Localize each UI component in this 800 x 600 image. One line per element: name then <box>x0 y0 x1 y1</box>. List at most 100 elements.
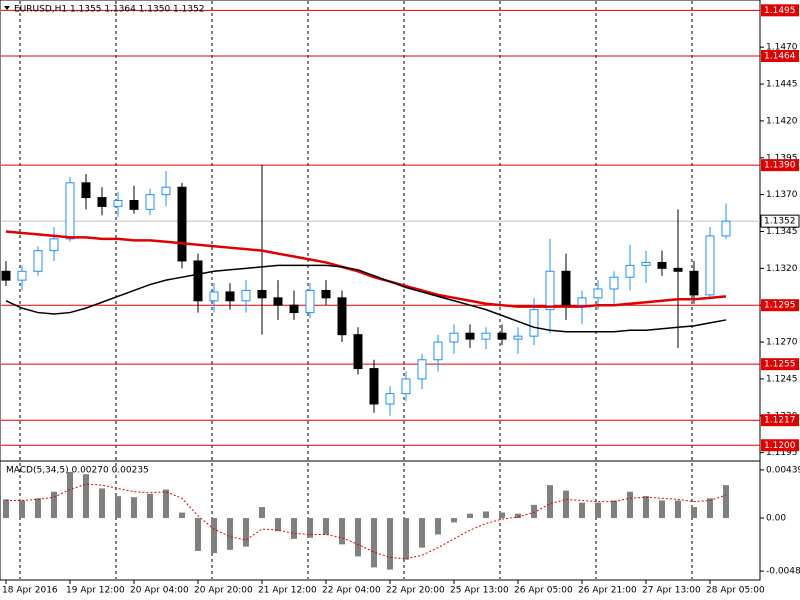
macd-bar <box>163 489 169 519</box>
candle-body <box>129 200 139 210</box>
y-tick-label: 1.1420 <box>766 116 798 126</box>
candle-body <box>97 197 107 207</box>
y-tick-label: 1.1245 <box>766 374 798 384</box>
candle-body <box>609 276 619 290</box>
macd-bar <box>371 518 377 568</box>
candle-body <box>497 332 507 340</box>
x-tick-label: 20 Apr 20:00 <box>194 586 253 596</box>
macd-bar <box>595 502 601 519</box>
current-price-box <box>760 214 800 228</box>
title-arrow <box>4 6 10 10</box>
candle-body <box>113 200 123 207</box>
candle-body <box>529 309 539 337</box>
y-tick-label: 1.1470 <box>766 43 798 53</box>
y-tick-label: 1.1195 <box>766 448 798 458</box>
macd-bar <box>3 499 9 519</box>
x-tick-label: 18 Apr 2016 <box>2 586 58 596</box>
macd-bar <box>483 511 489 519</box>
candle-body <box>545 270 555 311</box>
macd-bar <box>147 493 153 519</box>
macd-bar <box>691 507 697 519</box>
macd-bar <box>259 507 265 519</box>
level-label: 1.1255 <box>764 360 796 370</box>
level-label: 1.1464 <box>764 52 796 62</box>
candle-body <box>241 289 251 302</box>
candle-body <box>225 291 235 302</box>
level-label: 1.1295 <box>764 301 796 311</box>
candle-body <box>49 238 59 252</box>
candle-body <box>209 291 219 302</box>
level-label: 1.1390 <box>764 161 796 171</box>
x-tick-label: 19 Apr 12:00 <box>66 586 125 596</box>
candle-body <box>321 289 331 299</box>
macd-bar <box>355 518 361 557</box>
candle-body <box>561 270 571 306</box>
macd-bar <box>403 518 409 560</box>
candle-body <box>481 332 491 340</box>
candle-body <box>721 220 731 237</box>
x-tick-label: 21 Apr 12:00 <box>258 586 317 596</box>
x-tick-label: 28 Apr 05:00 <box>706 586 765 596</box>
y-tick-label: 1.1345 <box>766 227 798 237</box>
macd-bar <box>675 500 681 519</box>
moving-average <box>5 264 727 333</box>
macd-bar <box>83 474 89 519</box>
candle-body <box>401 378 411 395</box>
macd-bar <box>451 518 457 523</box>
candle-body <box>145 194 155 210</box>
candle-body <box>17 270 27 281</box>
candle-body <box>65 182 75 240</box>
candle-body <box>417 359 427 380</box>
candle-body <box>465 332 475 340</box>
signal-line <box>6 483 727 560</box>
candle-body <box>81 182 91 199</box>
macd-bar <box>291 518 297 539</box>
candle-body <box>305 289 315 314</box>
candle-body <box>369 368 379 405</box>
candle-body <box>273 297 283 306</box>
candle-body <box>289 304 299 314</box>
macd-bar <box>323 518 329 535</box>
level-label: 1.1217 <box>764 416 796 426</box>
level-label-box <box>761 4 799 17</box>
x-tick-label: 26 Apr 21:00 <box>578 586 637 596</box>
macd-bar <box>419 518 425 548</box>
level-label-box <box>761 50 799 63</box>
y-tick-label: 1.1395 <box>766 153 798 163</box>
candle-body <box>625 264 635 278</box>
macd-bar <box>243 518 249 547</box>
macd-bar <box>563 490 569 519</box>
x-tick-label: 20 Apr 04:00 <box>130 586 189 596</box>
macd-bar <box>67 471 73 519</box>
macd-bar <box>275 518 281 532</box>
macd-bar <box>515 513 521 519</box>
candle-body <box>673 267 683 272</box>
indicator-title: MACD(5,34,5) 0.00270 0.00235 <box>6 466 149 476</box>
y-tick-label: 1.1370 <box>766 190 798 200</box>
macd-bar <box>627 491 633 519</box>
macd-bar <box>387 518 393 570</box>
macd-bar <box>579 502 585 519</box>
macd-bar <box>227 518 233 550</box>
x-tick-label: 26 Apr 05:00 <box>514 586 573 596</box>
y-tick-label: -0.00484 <box>766 567 800 577</box>
candle-body <box>385 393 395 405</box>
level-label-box <box>761 439 799 452</box>
macd-bar <box>211 518 217 554</box>
candle-body <box>705 235 715 296</box>
y-tick-label: 1.1270 <box>766 338 798 348</box>
macd-bar <box>35 498 41 519</box>
chart-title: EURUSD,H1 1.1355 1.1364 1.1350 1.1352 <box>14 5 205 15</box>
macd-bar <box>531 504 537 519</box>
macd-bar <box>99 488 105 519</box>
candle-body <box>593 288 603 299</box>
macd-bar <box>195 518 201 551</box>
x-tick-label: 25 Apr 13:00 <box>450 586 509 596</box>
moving-average <box>5 230 727 308</box>
candle-body <box>353 334 363 370</box>
candle-body <box>657 261 667 269</box>
x-tick-label: 27 Apr 13:00 <box>642 586 701 596</box>
candle-body <box>161 186 171 196</box>
candle-body <box>433 341 443 361</box>
